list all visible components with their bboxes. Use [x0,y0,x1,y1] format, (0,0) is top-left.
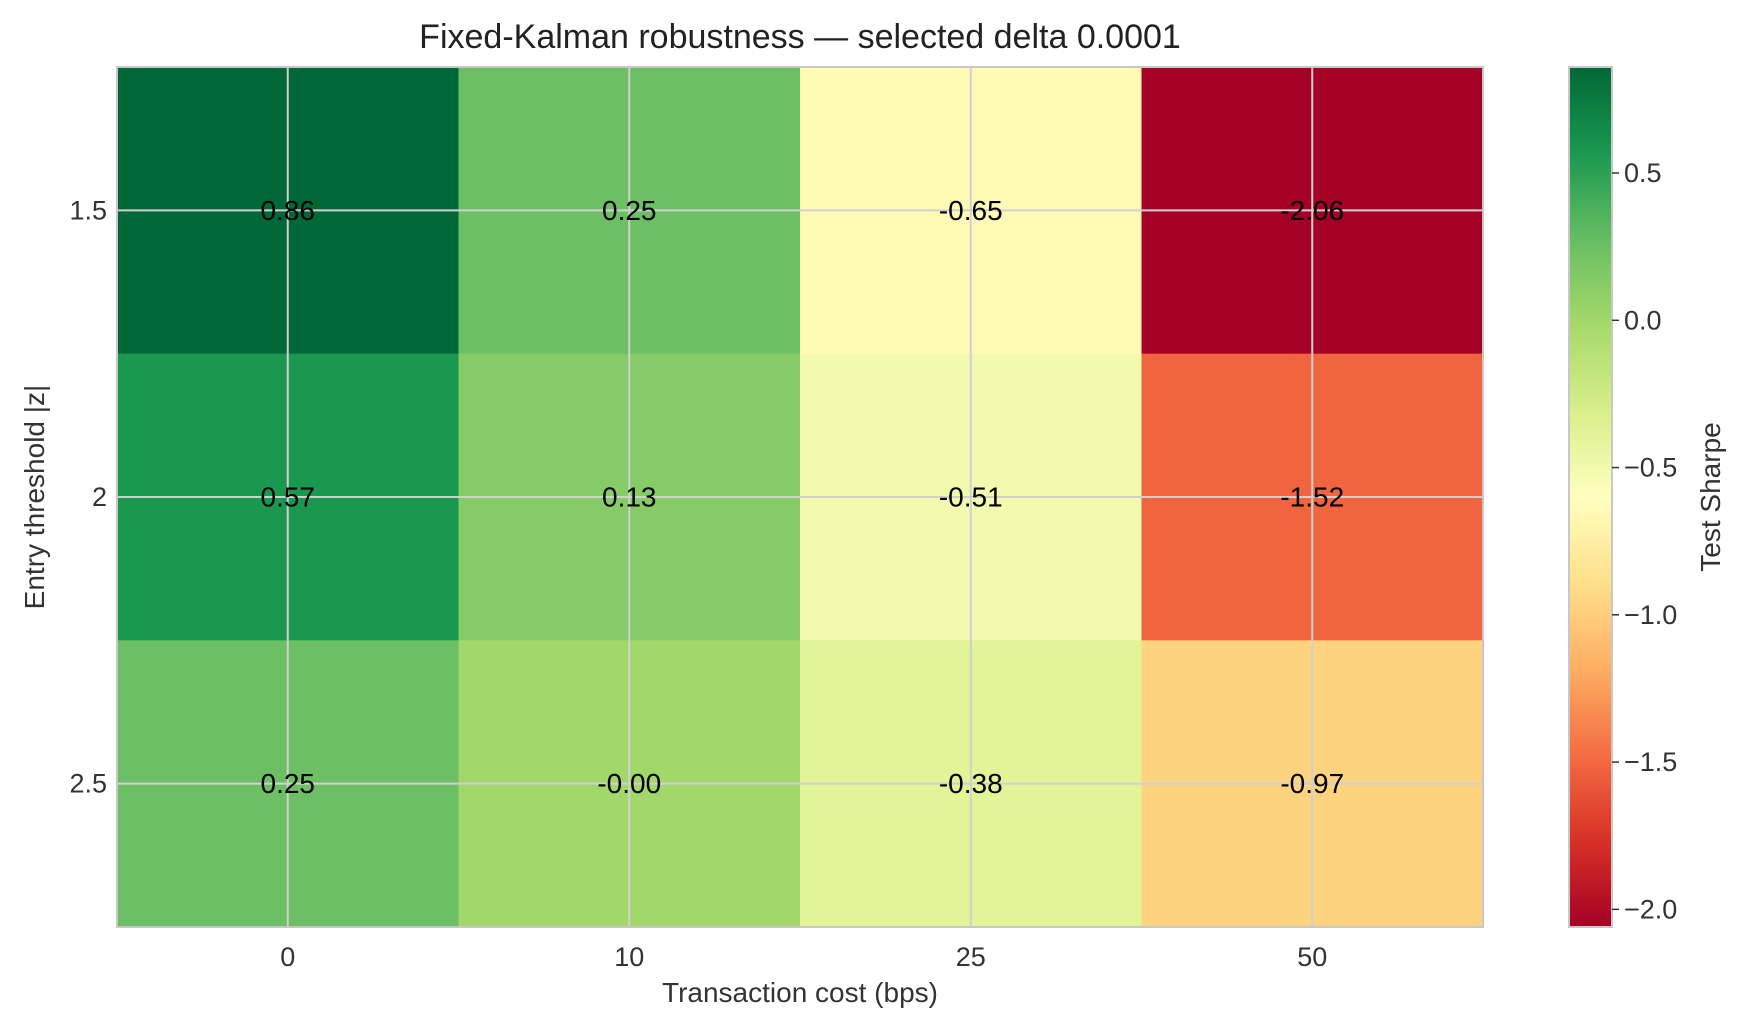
cell-value-label: -1.52 [1280,482,1344,513]
cell-value-label: 0.25 [261,768,316,799]
cell-value-label: -0.97 [1280,768,1344,799]
cell-value-label: -0.51 [939,482,1003,513]
colorbar [1568,66,1613,928]
colorbar-tick-label: 0.0 [1624,305,1662,335]
cell-value-label: 0.13 [602,482,657,513]
y-axis-label: Entry threshold |z| [19,385,50,610]
colorbar-tick-label: −2.0 [1624,894,1677,924]
cell-value-label: -2.06 [1280,195,1344,226]
x-tick-label: 0 [280,942,295,972]
cell-value-label: 0.86 [261,195,316,226]
y-axis-ticks: 1.5 2 2.5 [69,195,107,798]
heatmap-value-labels: 0.86 0.25 -0.65 -2.06 0.57 0.13 -0.51 -1.52 0.25… [261,195,1345,799]
x-tick-label: 10 [614,942,644,972]
colorbar-tick-label: −1.5 [1624,747,1677,777]
y-tick-label: 2.5 [69,769,107,799]
chart-title: Fixed-Kalman robustness — selected delta… [419,18,1181,56]
x-tick-label: 25 [956,942,986,972]
colorbar-tick-label: −1.0 [1624,600,1677,630]
cell-value-label: -0.00 [597,768,661,799]
y-tick-label: 1.5 [69,195,107,225]
colorbar-ticks: 0.5 0.0 −0.5 −1.0 −1.5 −2.0 [1612,158,1677,924]
cell-value-label: 0.25 [602,195,657,226]
x-axis-label: Transaction cost (bps) [662,977,938,1008]
y-tick-label: 2 [92,482,107,512]
cell-value-label: 0.57 [261,482,316,513]
colorbar-tick-label: 0.5 [1624,158,1662,188]
cell-value-label: -0.65 [939,195,1003,226]
colorbar-label: Test Sharpe [1695,422,1726,571]
plot-frame [116,66,1484,928]
colorbar-tick-label: −0.5 [1624,453,1677,483]
cell-value-label: -0.38 [939,768,1003,799]
x-axis-ticks: 0 10 25 50 [280,942,1327,972]
x-tick-label: 50 [1297,942,1327,972]
heatmap-grid [117,67,1483,927]
